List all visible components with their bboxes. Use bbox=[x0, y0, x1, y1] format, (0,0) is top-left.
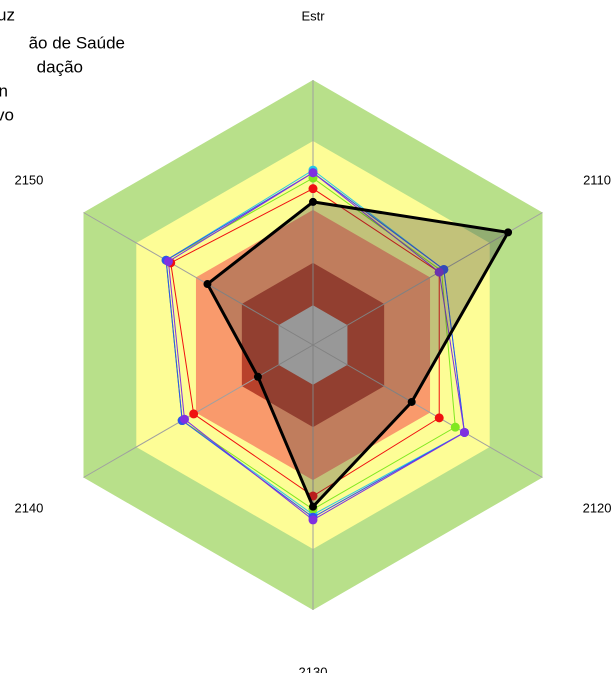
legend-label: dação bbox=[37, 57, 83, 76]
point bbox=[253, 372, 262, 381]
point bbox=[309, 197, 317, 206]
axis-line bbox=[312, 212, 543, 346]
legend-label: uz bbox=[0, 5, 15, 24]
point bbox=[434, 267, 444, 277]
point bbox=[308, 168, 318, 178]
point bbox=[203, 280, 212, 289]
legend-label: n bbox=[0, 81, 8, 100]
point bbox=[459, 427, 469, 437]
axis-line bbox=[83, 212, 314, 346]
axis-label: 2150 bbox=[14, 172, 43, 187]
axis-label: 2140 bbox=[14, 500, 43, 515]
axis-label: 2120 bbox=[583, 500, 612, 515]
axis-line bbox=[83, 344, 314, 478]
axis-line bbox=[312, 344, 543, 478]
point bbox=[163, 257, 173, 267]
axis-label: 2110 bbox=[583, 172, 611, 187]
point bbox=[308, 184, 318, 194]
point bbox=[504, 228, 513, 237]
legend-label: vo bbox=[0, 105, 14, 124]
point bbox=[309, 502, 317, 511]
point bbox=[308, 515, 318, 525]
point bbox=[434, 413, 444, 423]
axis-label: Estr bbox=[301, 8, 325, 23]
point bbox=[450, 422, 460, 432]
legend-label: ão de Saúde bbox=[29, 33, 125, 52]
point bbox=[407, 397, 416, 406]
point bbox=[189, 409, 199, 419]
axis-label: 2130 bbox=[299, 664, 328, 673]
point bbox=[179, 414, 189, 424]
